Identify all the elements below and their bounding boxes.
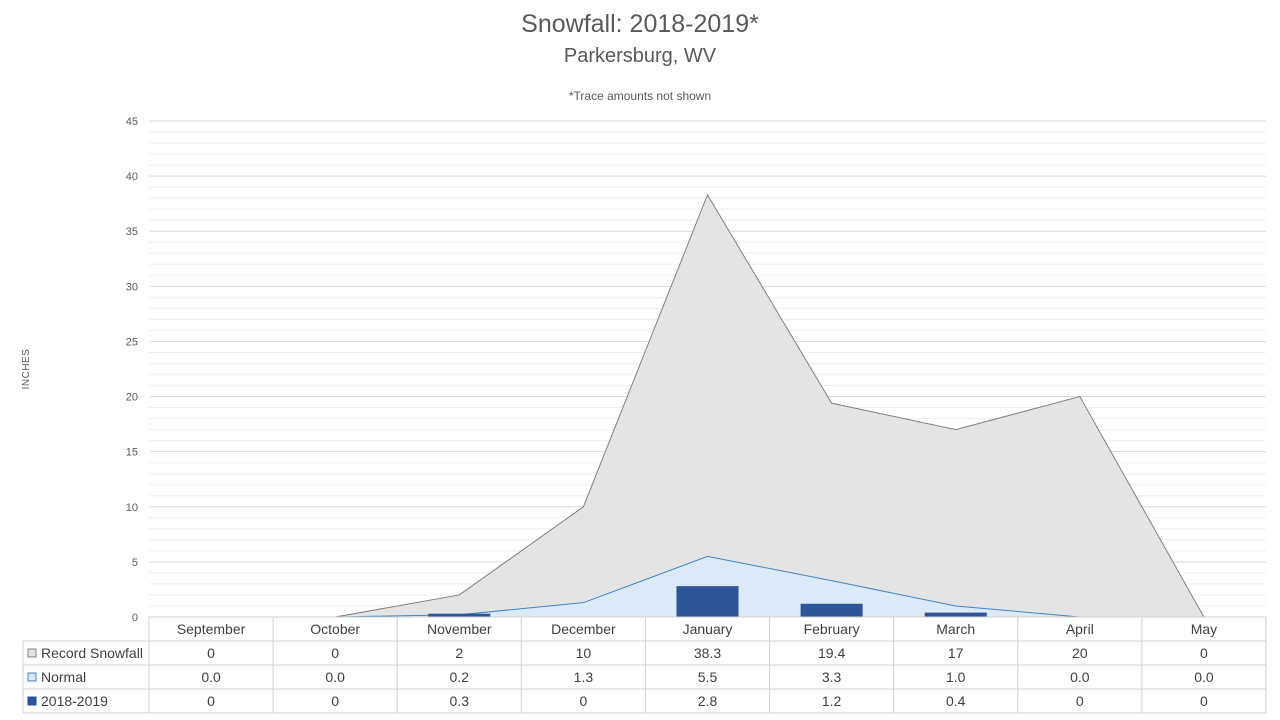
data-table-cell: 0 [1200, 693, 1208, 709]
season-bar [676, 586, 739, 617]
data-table-cell: 20 [1072, 645, 1088, 661]
record-snowfall-line [211, 193, 1205, 618]
data-table-cell: 1.3 [574, 669, 594, 685]
data-table: September October November December January F… [22, 616, 1267, 714]
data-table-cell: 0 [207, 693, 215, 709]
data-table-cell: 1.2 [822, 693, 842, 709]
data-table-cell: 0.0 [1194, 669, 1214, 685]
data-table-cell: 38.3 [694, 645, 721, 661]
x-category-label: May [1191, 621, 1217, 637]
y-tick-label: 40 [126, 171, 138, 183]
data-table-cell: 0.2 [450, 669, 470, 685]
x-category-label: October [310, 621, 360, 637]
x-category-label: January [683, 621, 733, 637]
data-table-cell: 0.0 [201, 669, 221, 685]
data-table-cell: 2.8 [698, 693, 718, 709]
y-tick-label: 25 [126, 336, 138, 348]
data-table-cell: 2 [455, 645, 463, 661]
y-axis-label: INCHES [21, 349, 32, 390]
data-table-cell: 0 [207, 645, 215, 661]
season-bar [800, 603, 863, 617]
series-row-label: 2018-2019 [41, 693, 108, 709]
y-tick-label: 0 [132, 612, 138, 624]
legend-key [27, 672, 37, 682]
chart-title: Snowfall: 2018-2019* [521, 10, 759, 38]
data-table-cell: 0.3 [450, 693, 470, 709]
y-tick-label: 35 [126, 226, 138, 238]
y-tick-label: 20 [126, 392, 138, 404]
data-table-cell: 0.4 [946, 693, 966, 709]
y-tick-label: 45 [126, 116, 138, 128]
legend-key [27, 648, 37, 658]
data-table-cell: 10 [576, 645, 592, 661]
x-category-label: February [804, 621, 860, 637]
data-table-cell: 5.5 [698, 669, 718, 685]
data-table-cell: 0 [579, 693, 587, 709]
data-table-cell: 0 [331, 693, 339, 709]
x-category-label: March [936, 621, 975, 637]
data-table-cell: 1.0 [946, 669, 966, 685]
record-snowfall-area [211, 193, 1205, 618]
data-table-cell: 19.4 [818, 645, 845, 661]
x-category-label: April [1066, 621, 1094, 637]
x-category-label: September [177, 621, 246, 637]
record-snowfall-fill [211, 194, 1204, 618]
y-tick-label: 30 [126, 281, 138, 293]
data-table-cell: 0.0 [1070, 669, 1090, 685]
legend-key [27, 696, 37, 706]
chart-note: *Trace amounts not shown [568, 89, 712, 103]
y-axis-ticks: 0 5 10 15 20 25 30 35 40 45 [126, 116, 138, 624]
chart-subtitle: Parkersburg, WV [563, 45, 717, 67]
series-row-label: Normal [41, 669, 86, 685]
y-tick-label: 5 [132, 557, 138, 569]
series-row-label: Record Snowfall [41, 645, 143, 661]
season-bar [428, 613, 491, 617]
normal-line [211, 555, 1204, 618]
y-tick-label: 15 [126, 447, 138, 459]
data-table-cell: 0 [1076, 693, 1084, 709]
x-category-label: November [427, 621, 492, 637]
data-table-cell: 0 [1200, 645, 1208, 661]
x-category-label: December [551, 621, 616, 637]
data-table-cell: 17 [948, 645, 964, 661]
data-table-cell: 3.3 [822, 669, 842, 685]
data-table-cell: 0 [331, 645, 339, 661]
season-bar [924, 612, 987, 617]
data-table-cell: 0.0 [325, 669, 345, 685]
y-tick-label: 10 [126, 502, 138, 514]
season-bars [428, 586, 987, 617]
